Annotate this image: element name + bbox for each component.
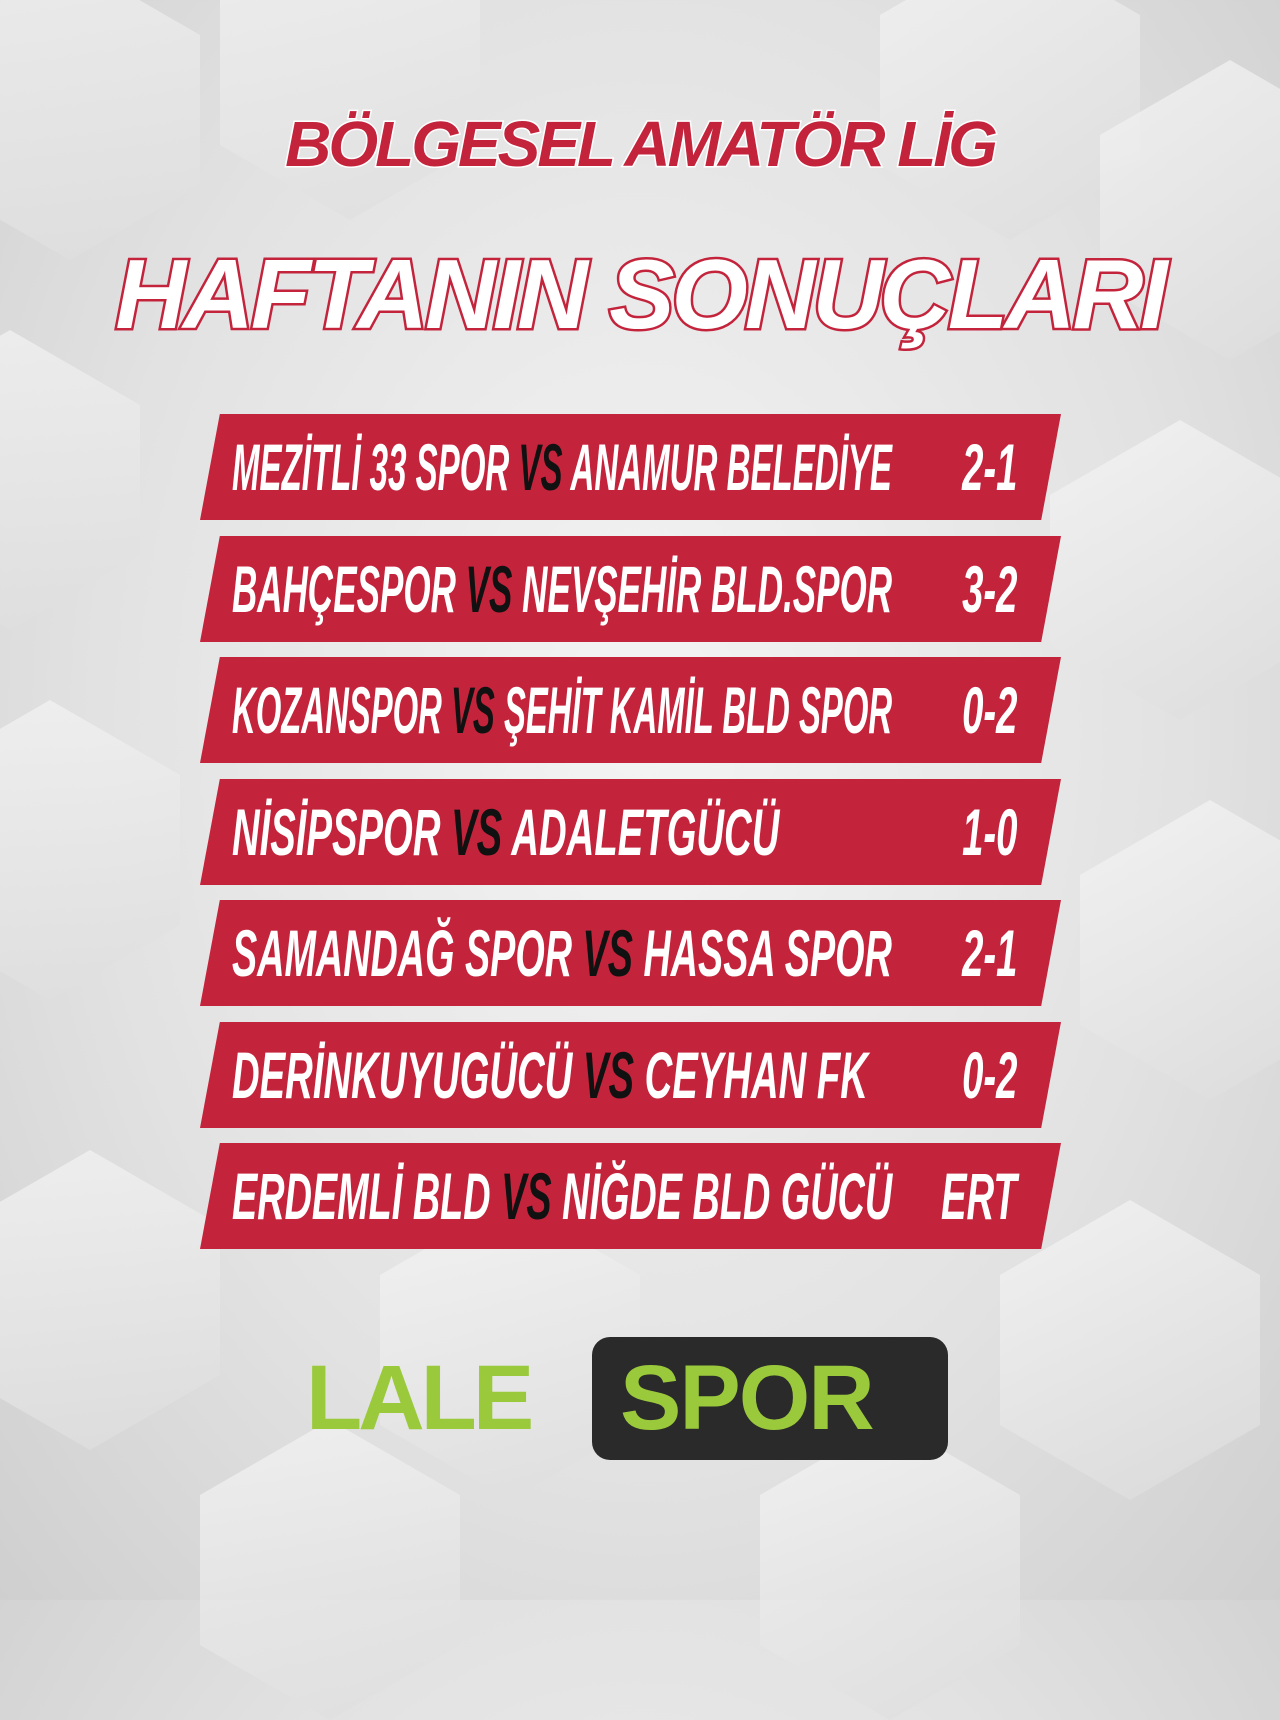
vs-label: VS (451, 795, 503, 869)
match-teams: BAHÇESPOR VS NEVŞEHİR BLD.SPOR (232, 556, 892, 622)
home-team: BAHÇESPOR (232, 552, 456, 626)
match-score: 1-0 (961, 795, 1017, 869)
away-team: NEVŞEHİR BLD.SPOR (522, 552, 893, 626)
away-team: HASSA SPOR (643, 916, 892, 990)
home-team: MEZİTLİ 33 SPOR (232, 430, 510, 504)
match-teams: KOZANSPOR VS ŞEHİT KAMİL BLD SPOR (232, 677, 892, 743)
home-team: DERİNKUYUGÜCÜ (232, 1038, 573, 1112)
logo-dark-box (592, 1337, 948, 1460)
home-team: KOZANSPOR (232, 673, 442, 747)
match-teams: NİSİPSPOR VS ADALETGÜCÜ (232, 799, 779, 865)
match-row: KOZANSPOR VS ŞEHİT KAMİL BLD SPOR 0-2 (200, 657, 1061, 763)
vs-label: VS (451, 673, 495, 747)
league-title-text: BÖLGESEL AMATÖR LİG (284, 108, 1000, 180)
away-team: ANAMUR BELEDİYE (570, 430, 892, 504)
home-team: ERDEMLİ BLD (232, 1159, 491, 1233)
home-team: SAMANDAĞ SPOR (232, 916, 573, 990)
match-score: 0-2 (961, 1038, 1017, 1112)
match-teams: SAMANDAĞ SPOR VS HASSA SPOR (232, 920, 892, 986)
away-team: ADALETGÜCÜ (511, 795, 780, 869)
away-team: ŞEHİT KAMİL BLD SPOR (503, 673, 893, 747)
match-row: SAMANDAĞ SPOR VS HASSA SPOR 2-1 (200, 900, 1061, 1006)
match-row: DERİNKUYUGÜCÜ VS CEYHAN FK 0-2 (200, 1022, 1061, 1128)
match-row: MEZİTLİ 33 SPOR VS ANAMUR BELEDİYE 2-1 (200, 414, 1061, 520)
vs-label: VS (518, 430, 563, 504)
logo-text-spor: SPOR (620, 1347, 875, 1449)
home-team: NİSİPSPOR (232, 795, 441, 869)
match-teams: ERDEMLİ BLD VS NİĞDE BLD GÜCÜ (232, 1163, 892, 1229)
match-row: NİSİPSPOR VS ADALETGÜCÜ 1-0 (200, 779, 1061, 885)
match-teams: MEZİTLİ 33 SPOR VS ANAMUR BELEDİYE (232, 434, 892, 500)
logo-text-lale: LALE (306, 1347, 534, 1449)
vs-label: VS (582, 1038, 634, 1112)
away-team: NİĞDE BLD GÜCÜ (562, 1159, 893, 1233)
match-row: ERDEMLİ BLD VS NİĞDE BLD GÜCÜ ERT (200, 1143, 1061, 1249)
week-results-title-text: HAFTANIN SONUÇLARI (113, 239, 1170, 349)
away-team: CEYHAN FK (644, 1038, 868, 1112)
match-score: ERT (941, 1159, 1017, 1233)
week-results-title: HAFTANIN SONUÇLARI (0, 239, 1280, 349)
vs-label: VS (501, 1159, 552, 1233)
match-score: 3-2 (961, 552, 1017, 626)
match-score: 2-1 (961, 916, 1017, 990)
match-row: BAHÇESPOR VS NEVŞEHİR BLD.SPOR 3-2 (200, 536, 1061, 642)
match-score: 2-1 (961, 430, 1017, 504)
vs-label: VS (465, 552, 513, 626)
vs-label: VS (582, 916, 633, 990)
match-score: 0-2 (961, 673, 1017, 747)
league-title: BÖLGESEL AMATÖR LİG (0, 108, 1280, 180)
match-teams: DERİNKUYUGÜCÜ VS CEYHAN FK (232, 1042, 868, 1108)
